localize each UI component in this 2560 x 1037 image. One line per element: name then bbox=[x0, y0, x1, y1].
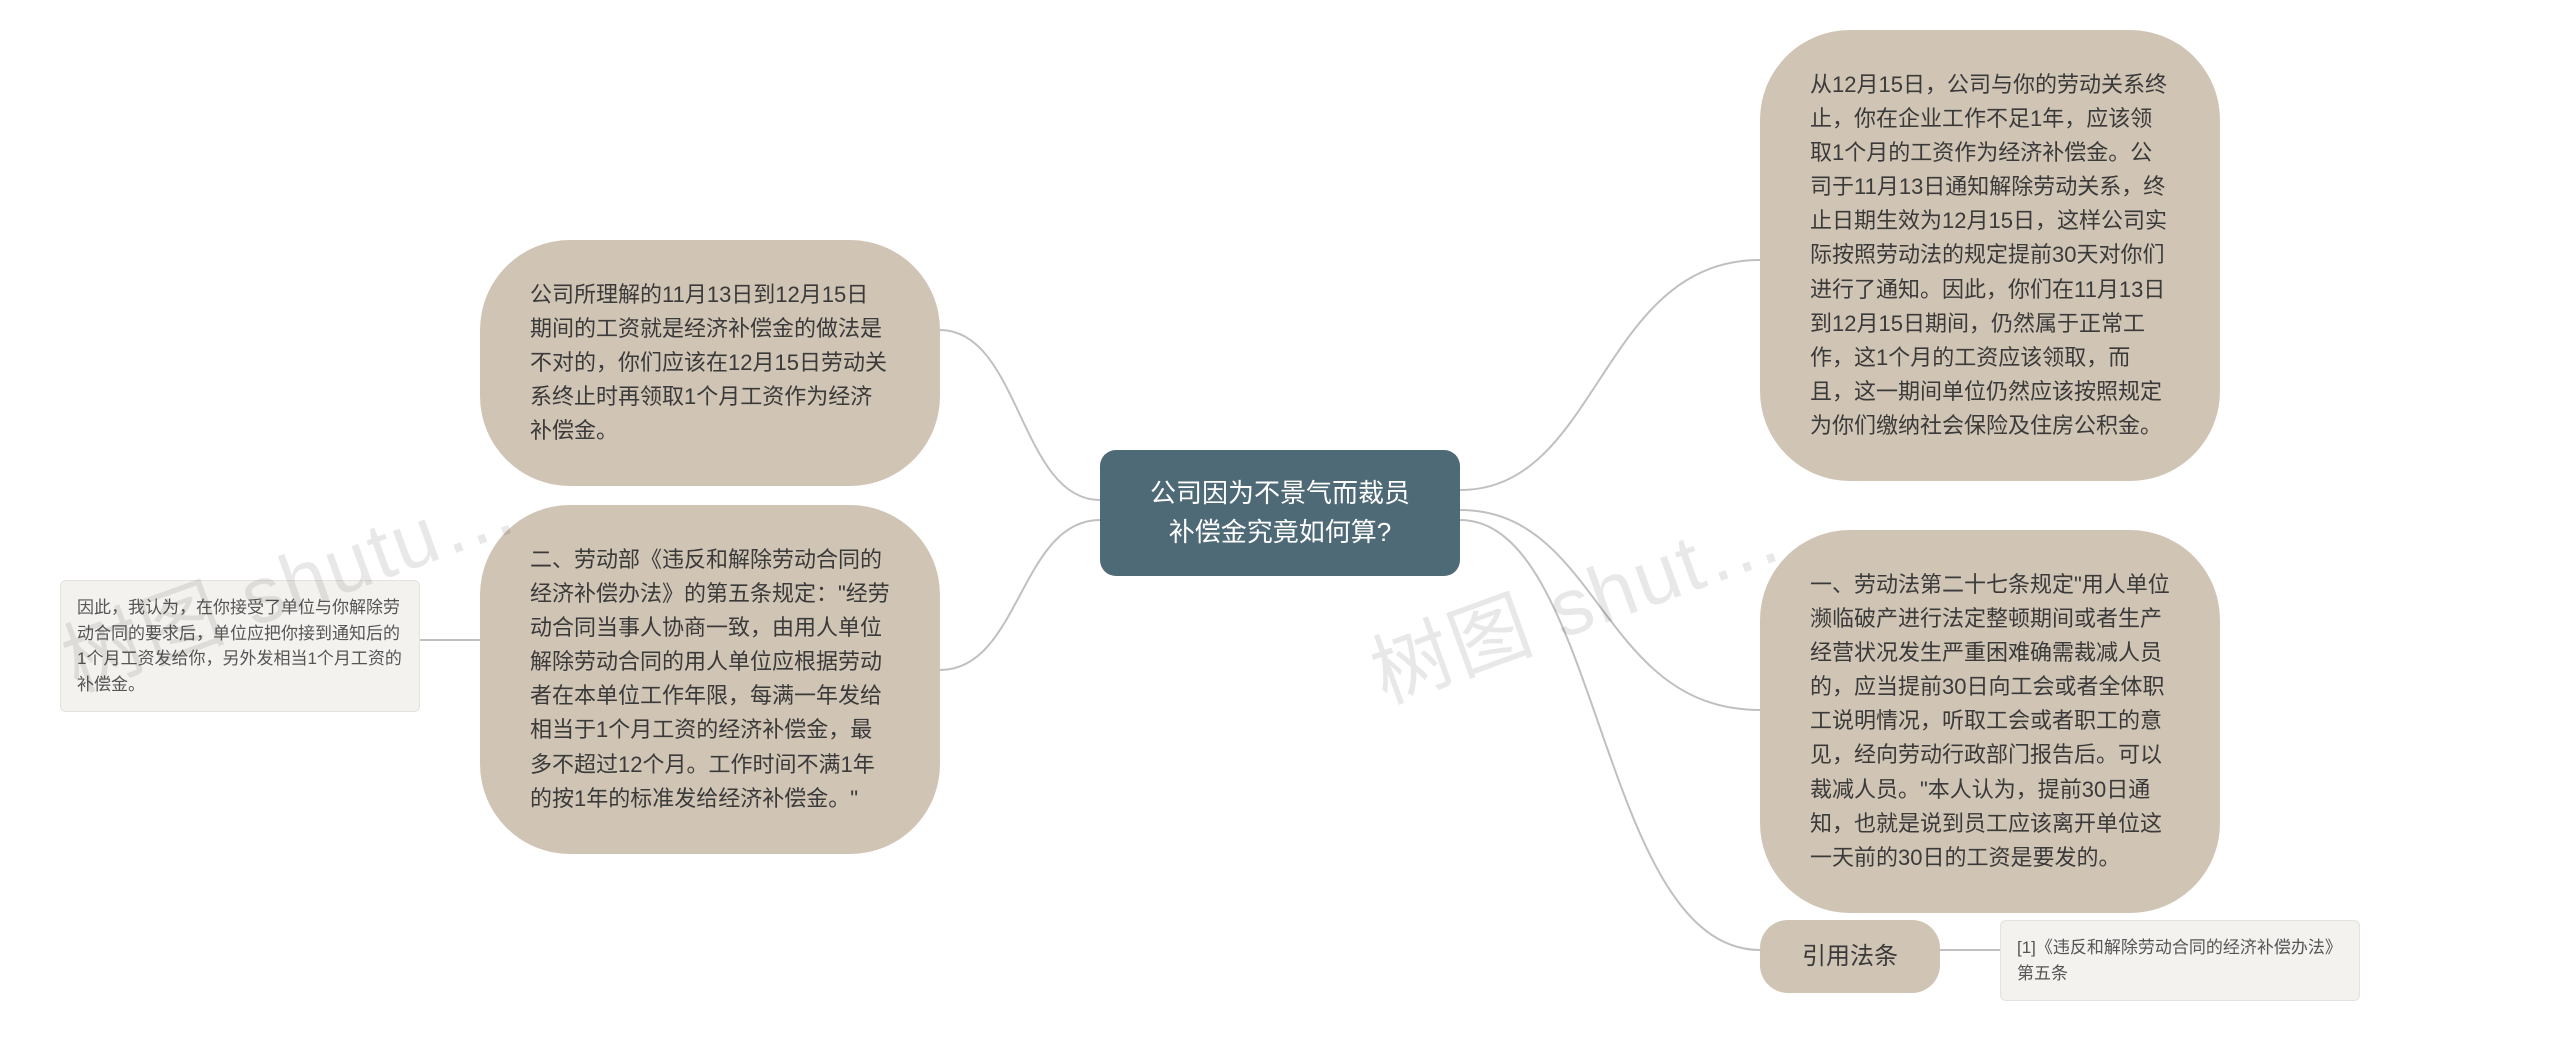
branch-left-2[interactable]: 二、劳动部《违反和解除劳动合同的经济补偿办法》的第五条规定："经劳动合同当事人协… bbox=[480, 505, 940, 854]
leaf-right-3a[interactable]: [1]《违反和解除劳动合同的经济补偿办法》第五条 bbox=[2000, 920, 2360, 1001]
branch-right-1[interactable]: 从12月15日，公司与你的劳动关系终止，你在企业工作不足1年，应该领取1个月的工… bbox=[1760, 30, 2220, 481]
branch-right-3[interactable]: 引用法条 bbox=[1760, 920, 1940, 993]
branch-right-2[interactable]: 一、劳动法第二十七条规定"用人单位濒临破产进行法定整顿期间或者生产经营状况发生严… bbox=[1760, 530, 2220, 913]
branch-left-1[interactable]: 公司所理解的11月13日到12月15日期间的工资就是经济补偿金的做法是不对的，你… bbox=[480, 240, 940, 486]
leaf-left-2a[interactable]: 因此，我认为，在你接受了单位与你解除劳动合同的要求后，单位应把你接到通知后的1个… bbox=[60, 580, 420, 712]
root-node[interactable]: 公司因为不景气而裁员 补偿金究竟如何算? bbox=[1100, 450, 1460, 576]
